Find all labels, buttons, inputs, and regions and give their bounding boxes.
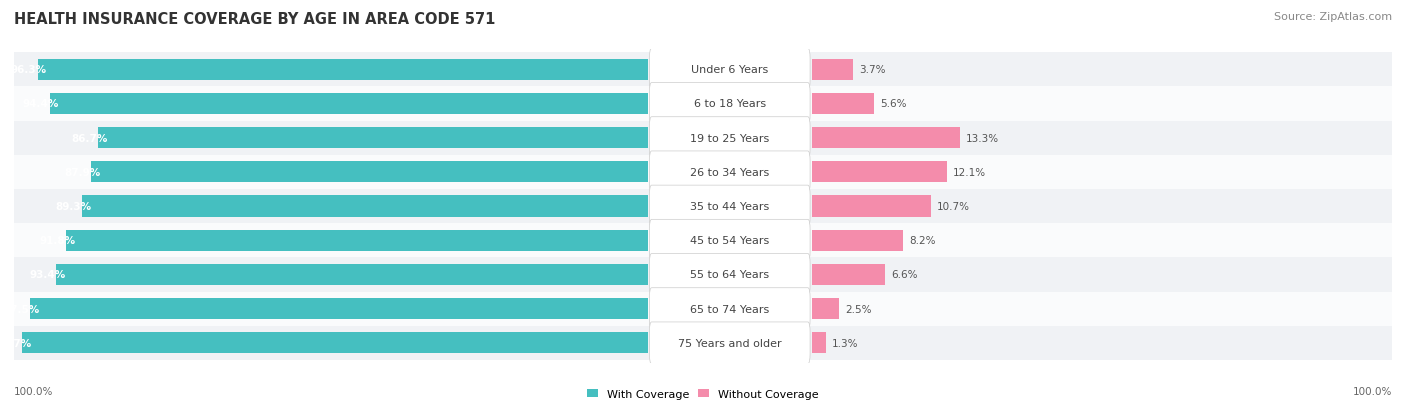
- Bar: [811, 264, 886, 285]
- Bar: [14, 326, 648, 360]
- Text: 97.5%: 97.5%: [3, 304, 39, 314]
- FancyBboxPatch shape: [650, 288, 810, 330]
- Text: 100.0%: 100.0%: [14, 387, 53, 396]
- Bar: [811, 94, 875, 115]
- Text: 5.6%: 5.6%: [880, 99, 907, 109]
- Bar: [648, 87, 1392, 121]
- Text: 94.4%: 94.4%: [22, 99, 59, 109]
- Bar: [811, 196, 931, 217]
- Bar: [98, 128, 648, 149]
- Text: 87.9%: 87.9%: [65, 167, 100, 177]
- Bar: [648, 326, 1392, 360]
- Bar: [811, 162, 946, 183]
- Bar: [811, 332, 827, 354]
- FancyBboxPatch shape: [650, 83, 810, 125]
- Bar: [811, 59, 853, 81]
- Bar: [14, 190, 648, 223]
- Text: 1.3%: 1.3%: [832, 338, 859, 348]
- Text: 89.3%: 89.3%: [55, 202, 91, 211]
- Bar: [14, 258, 648, 292]
- Text: 86.7%: 86.7%: [72, 133, 108, 143]
- Bar: [648, 292, 1392, 326]
- Bar: [82, 196, 648, 217]
- FancyBboxPatch shape: [650, 117, 810, 159]
- Text: 13.3%: 13.3%: [966, 133, 1000, 143]
- Bar: [30, 298, 648, 319]
- Bar: [14, 53, 648, 87]
- Text: 35 to 44 Years: 35 to 44 Years: [690, 202, 769, 211]
- Bar: [56, 264, 648, 285]
- Text: 98.7%: 98.7%: [0, 338, 32, 348]
- Bar: [648, 121, 1392, 155]
- Bar: [811, 298, 839, 319]
- Text: 100.0%: 100.0%: [1353, 387, 1392, 396]
- Bar: [811, 230, 903, 251]
- FancyBboxPatch shape: [650, 152, 810, 193]
- Bar: [14, 121, 648, 155]
- Bar: [38, 59, 648, 81]
- Text: 75 Years and older: 75 Years and older: [678, 338, 782, 348]
- Bar: [14, 223, 648, 258]
- Bar: [14, 292, 648, 326]
- Text: 96.3%: 96.3%: [11, 65, 46, 75]
- Bar: [14, 155, 648, 190]
- FancyBboxPatch shape: [650, 322, 810, 364]
- Bar: [14, 87, 648, 121]
- Bar: [49, 94, 648, 115]
- FancyBboxPatch shape: [650, 49, 810, 91]
- Bar: [648, 155, 1392, 190]
- Text: 8.2%: 8.2%: [910, 236, 935, 246]
- Bar: [648, 223, 1392, 258]
- Text: 6.6%: 6.6%: [891, 270, 918, 280]
- Bar: [811, 128, 960, 149]
- Text: HEALTH INSURANCE COVERAGE BY AGE IN AREA CODE 571: HEALTH INSURANCE COVERAGE BY AGE IN AREA…: [14, 12, 495, 27]
- FancyBboxPatch shape: [650, 220, 810, 261]
- Bar: [648, 190, 1392, 223]
- Text: 10.7%: 10.7%: [936, 202, 970, 211]
- Bar: [91, 162, 648, 183]
- Text: 3.7%: 3.7%: [859, 65, 886, 75]
- Bar: [648, 53, 1392, 87]
- Bar: [66, 230, 648, 251]
- Text: 91.8%: 91.8%: [39, 236, 76, 246]
- Bar: [648, 258, 1392, 292]
- Text: 45 to 54 Years: 45 to 54 Years: [690, 236, 769, 246]
- Text: 12.1%: 12.1%: [953, 167, 986, 177]
- Text: 55 to 64 Years: 55 to 64 Years: [690, 270, 769, 280]
- Text: Under 6 Years: Under 6 Years: [692, 65, 768, 75]
- Text: 93.4%: 93.4%: [30, 270, 66, 280]
- FancyBboxPatch shape: [650, 254, 810, 296]
- Text: Source: ZipAtlas.com: Source: ZipAtlas.com: [1274, 12, 1392, 22]
- Text: 65 to 74 Years: 65 to 74 Years: [690, 304, 769, 314]
- FancyBboxPatch shape: [650, 186, 810, 227]
- Legend: With Coverage, Without Coverage: With Coverage, Without Coverage: [582, 385, 824, 404]
- Text: 6 to 18 Years: 6 to 18 Years: [693, 99, 766, 109]
- Text: 26 to 34 Years: 26 to 34 Years: [690, 167, 769, 177]
- Text: 19 to 25 Years: 19 to 25 Years: [690, 133, 769, 143]
- Text: 2.5%: 2.5%: [845, 304, 872, 314]
- Bar: [22, 332, 648, 354]
